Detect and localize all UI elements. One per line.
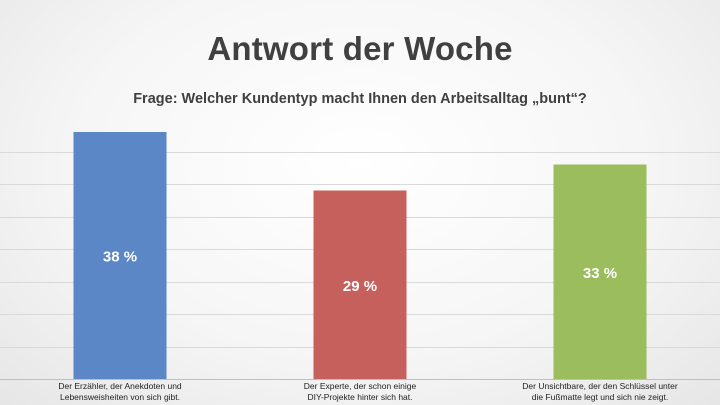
category-label-line: DIY-Projekte hinter sich hat. xyxy=(307,392,413,402)
category-label-line: die Fußmatte legt und sich nie zeigt. xyxy=(531,392,669,402)
bar-2 xyxy=(313,190,407,379)
data-label-1: 38 % xyxy=(103,249,137,266)
bar-3 xyxy=(553,164,647,379)
bars: 38 % 29 % 33 % xyxy=(73,132,647,379)
category-label-line: Der Experte, der schon einige xyxy=(303,381,417,391)
data-label-2: 29 % xyxy=(343,278,377,295)
category-label-line: Lebensweisheiten von sich gibt. xyxy=(59,392,181,402)
category-label-1: Der Erzähler, der Anekdoten und Lebenswei… xyxy=(10,381,230,403)
data-label-3: 33 % xyxy=(583,265,617,282)
category-label-line: Der Unsichtbare, der den Schlüssel unter xyxy=(522,381,678,391)
bar-1 xyxy=(73,132,167,379)
category-label-line: Der Erzähler, der Anekdoten und xyxy=(58,381,182,391)
category-label-2: Der Experte, der schon einige DIY-Projekt… xyxy=(250,381,470,403)
category-label-3: Der Unsichtbare, der den Schlüssel unter… xyxy=(490,381,710,403)
chart-title: Antwort der Woche xyxy=(207,30,513,67)
chart-subtitle: Frage: Welcher Kundentyp macht Ihnen den… xyxy=(133,91,587,107)
